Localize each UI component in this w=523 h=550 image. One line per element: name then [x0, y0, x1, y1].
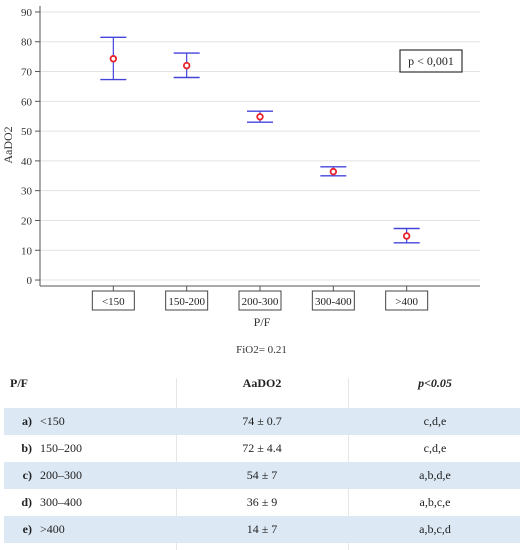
table-row: a) <150 74 ± 0.7 c,d,e	[4, 408, 520, 435]
row-pf: a) <150	[10, 408, 170, 435]
grid-lines	[40, 11, 480, 281]
mean-point	[256, 113, 264, 121]
mean-points	[109, 55, 411, 240]
row-aado2: 72 ± 4.4	[242, 441, 282, 455]
category-box	[385, 290, 429, 311]
y-axis-label: AaDO2	[1, 126, 15, 163]
mean-point	[402, 232, 411, 240]
table-row: d) 300–400 36 ± 9 a,b,c,e	[4, 489, 520, 516]
header-aado2: AaDO2	[242, 376, 282, 390]
row-p: a,b,d,e	[419, 468, 451, 482]
y-axis-ticks: 0 10 20 30 40 50 60 70 80 90	[21, 7, 40, 287]
header-pf: P/F	[10, 376, 28, 390]
row-pf: c) 200–300	[10, 462, 170, 489]
category-label: <150	[102, 296, 125, 308]
table-row: e) >400 14 ± 7 a,b,c,d	[4, 516, 520, 543]
y-tick-label: 50	[21, 126, 33, 138]
mean-point	[329, 167, 338, 176]
category-label: 150-200	[168, 296, 205, 308]
category-box	[91, 290, 135, 311]
category-box	[165, 290, 209, 311]
y-tick-label: 80	[21, 37, 33, 49]
row-label: a)	[22, 414, 32, 428]
row-pf: b) 150–200	[10, 435, 170, 462]
fio2-caption: FiO2= 0.21	[236, 344, 287, 356]
row-label: b)	[21, 441, 32, 455]
row-aado2: 36 ± 9	[246, 495, 278, 509]
row-label: c)	[22, 468, 32, 482]
y-tick-label: 20	[21, 215, 33, 227]
category-label: >400	[395, 296, 418, 308]
row-label: d)	[21, 495, 32, 509]
y-tick-label: 90	[21, 7, 33, 19]
y-tick-label: 30	[21, 186, 33, 198]
category-label: 300-400	[315, 296, 352, 308]
p-value-annotation: p < 0,001	[399, 49, 463, 73]
error-bars	[100, 36, 420, 244]
y-tick-label: 40	[21, 156, 33, 168]
header-p: p<0.05	[418, 376, 452, 390]
category-box	[238, 290, 282, 311]
y-tick-label: 10	[21, 245, 33, 257]
row-pf-value: 200–300	[40, 468, 82, 482]
y-tick-label: 0	[27, 275, 33, 287]
category-label: 200-300	[242, 296, 279, 308]
error-bar-chart: 0 10 20 30 40 50 60 70 80 90 <150 150-200 200-300 30…	[1, 6, 480, 329]
mean-point	[109, 55, 118, 63]
table-row: b) 150–200 72 ± 4.4 c,d,e	[4, 435, 520, 462]
table-row: c) 200–300 54 ± 7 a,b,d,e	[4, 462, 520, 489]
row-pf-value: 300–400	[40, 495, 82, 509]
p-value-text: p < 0,001	[408, 54, 454, 68]
axes	[39, 6, 480, 287]
row-pf: e) >400	[10, 516, 170, 543]
y-tick-label: 60	[21, 96, 33, 108]
row-p: a,b,c,d	[419, 522, 451, 536]
row-pf-value: 150–200	[40, 441, 82, 455]
row-p: c,d,e	[423, 441, 447, 455]
x-axis-categories: <150 150-200 200-300 300-400 >400	[91, 286, 429, 311]
row-label: e)	[22, 522, 32, 536]
row-pf-value: <150	[40, 414, 65, 428]
y-tick-label: 70	[21, 67, 33, 79]
category-box	[311, 290, 355, 311]
row-aado2: 14 ± 7	[246, 522, 278, 536]
row-p: a,b,c,e	[419, 495, 451, 509]
x-axis-label: P/F	[254, 315, 271, 329]
row-pf: d) 300–400	[10, 489, 170, 516]
row-p: c,d,e	[423, 414, 447, 428]
row-aado2: 54 ± 7	[246, 468, 278, 482]
row-aado2: 74 ± 0.7	[242, 414, 282, 428]
table-header-row: P/F AaDO2 p<0.05	[4, 370, 520, 397]
mean-point	[182, 61, 191, 70]
row-pf-value: >400	[40, 522, 65, 536]
